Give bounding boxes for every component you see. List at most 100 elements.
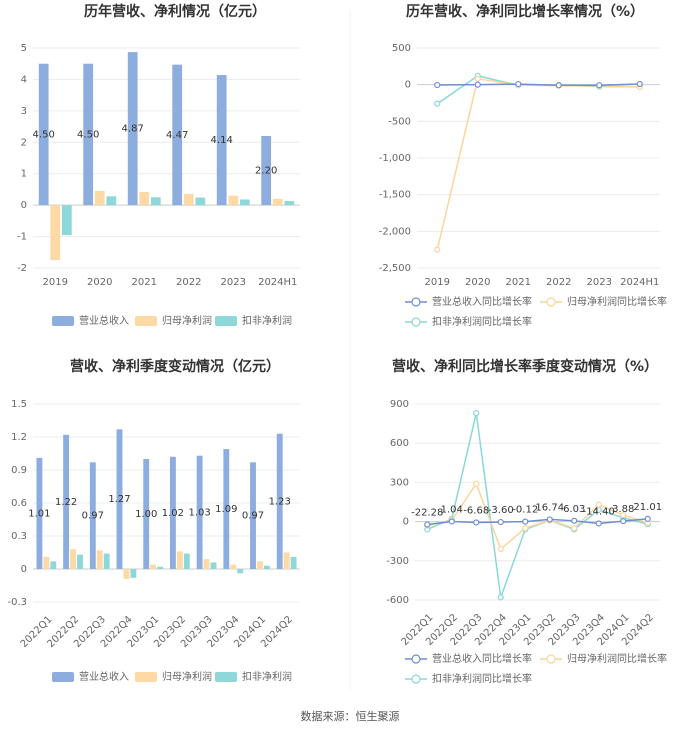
bar [70,549,76,569]
line [427,482,648,551]
legend-swatch[interactable] [411,674,421,684]
legend-label[interactable]: 归母净利润 [162,670,212,683]
legend-swatch[interactable] [52,316,74,326]
bar [169,456,176,569]
point [497,545,504,553]
bar [116,429,123,569]
y-tick-label: 1.2 [11,432,27,443]
point [644,515,651,522]
bar [61,205,72,235]
y-tick-label: 0.9 [11,465,27,476]
point [546,516,553,523]
x-tick-label: 2023 [587,277,612,288]
bar [139,191,150,206]
legend-swatch[interactable] [135,672,157,682]
y-tick-label: 0 [21,200,27,211]
bar [176,551,183,569]
bar [36,457,43,569]
legend-swatch[interactable] [546,654,556,664]
chart-title: 营收、净利同比增长率季度变动情况（%） [392,358,658,375]
x-tick-label: 2019 [425,277,450,288]
point [636,80,643,88]
legend-label[interactable]: 营业总收入同比增长率 [432,652,532,665]
value-label: 6.03 [563,504,585,515]
x-tick-label: 2020 [87,277,112,288]
legend-label[interactable]: 扣非净利润 [242,670,292,683]
legend-swatch[interactable] [411,654,421,664]
bar [103,553,110,569]
x-tick-label: 2024H1 [620,277,659,288]
value-label: 0.97 [242,511,264,522]
point [515,80,522,88]
y-tick-label: 900 [390,399,409,410]
y-tick-label: 500 [392,43,411,54]
bar [183,553,190,569]
x-tick-label: 2023 [221,277,246,288]
bar [50,561,57,569]
value-label: 21.01 [633,502,662,513]
bar [94,191,105,206]
bar [130,569,137,578]
value-label: 1.27 [108,494,130,505]
legend-label[interactable]: 扣非净利润同比增长率 [432,672,532,685]
value-label: -6.68 [463,505,489,516]
point [497,594,504,601]
legend-swatch[interactable] [215,316,237,326]
legend-swatch[interactable] [546,297,556,307]
value-label: 4.14 [211,135,233,146]
bar [123,569,130,579]
y-tick-label: -1 [17,232,27,243]
bar [257,561,263,569]
bar [195,197,206,206]
bar [157,566,164,569]
value-label: 16.74 [535,502,564,513]
bar [237,569,244,574]
bar [239,199,250,206]
point [522,525,529,532]
y-tick-label: 1 [21,169,27,180]
legend-label[interactable]: 归母净利润同比增长率 [567,295,667,308]
point [522,518,529,525]
y-tick-label: -2,500 [379,263,411,274]
legend-swatch[interactable] [135,316,157,326]
bar [263,565,270,569]
x-tick-label: 2020 [465,277,490,288]
line [427,518,648,526]
value-label: 3.88 [612,504,634,515]
x-tick-label: 2021 [506,277,531,288]
point [555,82,562,89]
value-label: 1.03 [188,507,210,518]
bar [150,197,161,206]
legend-label[interactable]: 扣非净利润同比增长率 [432,315,532,328]
chart-title: 历年营收、净利同比增长率情况（%） [406,3,644,20]
y-tick-label: 3 [21,106,27,117]
value-label: -0.12 [512,505,538,516]
x-tick-label: 2022 [546,277,571,288]
line [436,77,640,250]
legend-label[interactable]: 扣非净利润 [242,314,292,327]
point [473,480,480,487]
legend-swatch[interactable] [411,297,421,307]
legend-swatch[interactable] [411,317,421,327]
point [620,511,627,519]
point [474,75,481,82]
point [571,517,578,524]
bar [83,63,94,206]
y-tick-label: 0.3 [11,531,27,542]
value-label: 2.20 [255,166,277,177]
legend-label[interactable]: 营业总收入同比增长率 [432,295,532,308]
legend-label[interactable]: 归母净利润同比增长率 [567,652,667,665]
x-tick-label: 2019 [43,277,68,288]
line [436,75,640,105]
y-tick-label: -0.3 [7,597,27,608]
y-tick-label: 300 [390,477,409,488]
bar [96,550,103,569]
legend-swatch[interactable] [52,672,74,682]
y-tick-label: -300 [386,556,409,567]
source: 数据来源：恒生聚源 [301,709,400,723]
legend-swatch[interactable] [215,672,237,682]
legend-label[interactable]: 归母净利润 [162,314,212,327]
legend-label[interactable]: 营业总收入 [79,670,129,683]
legend-label[interactable]: 营业总收入 [79,314,129,327]
